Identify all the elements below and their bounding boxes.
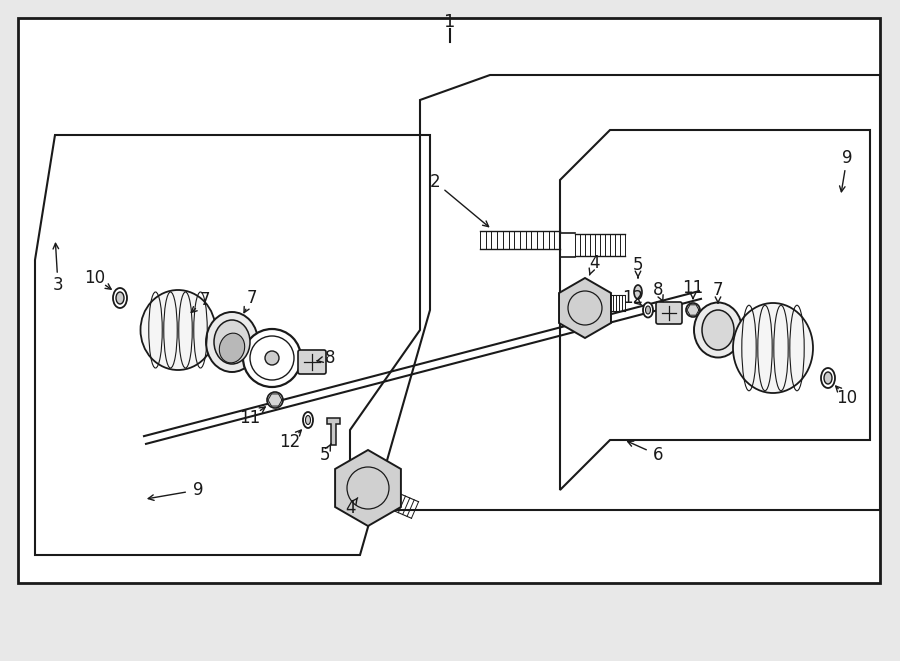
Text: 7: 7 xyxy=(713,281,724,299)
Polygon shape xyxy=(559,278,611,338)
Text: 12: 12 xyxy=(623,289,644,307)
Text: 5: 5 xyxy=(633,256,643,274)
Text: 5: 5 xyxy=(320,446,330,464)
Ellipse shape xyxy=(634,285,642,299)
FancyBboxPatch shape xyxy=(298,350,326,374)
Text: 10: 10 xyxy=(85,269,105,287)
Text: 1: 1 xyxy=(445,13,455,31)
Ellipse shape xyxy=(824,372,832,384)
Text: 3: 3 xyxy=(53,276,63,294)
Text: 7: 7 xyxy=(247,289,257,307)
Bar xyxy=(18,18,880,583)
Ellipse shape xyxy=(214,320,250,364)
Ellipse shape xyxy=(645,306,651,314)
Text: 8: 8 xyxy=(652,281,663,299)
Ellipse shape xyxy=(694,303,742,358)
Text: 2: 2 xyxy=(429,173,440,191)
Ellipse shape xyxy=(206,312,258,372)
Ellipse shape xyxy=(265,351,279,365)
Text: 12: 12 xyxy=(279,433,301,451)
Ellipse shape xyxy=(113,288,127,308)
Polygon shape xyxy=(335,450,400,526)
Ellipse shape xyxy=(243,329,301,387)
Ellipse shape xyxy=(303,412,313,428)
Ellipse shape xyxy=(733,303,813,393)
Text: 9: 9 xyxy=(193,481,203,499)
Ellipse shape xyxy=(116,292,124,304)
Ellipse shape xyxy=(686,303,700,317)
Ellipse shape xyxy=(267,392,283,408)
Text: 6: 6 xyxy=(652,446,663,464)
Text: 4: 4 xyxy=(345,499,356,517)
Polygon shape xyxy=(327,418,340,445)
FancyBboxPatch shape xyxy=(656,302,682,324)
Ellipse shape xyxy=(140,290,215,370)
Ellipse shape xyxy=(220,333,245,363)
Ellipse shape xyxy=(305,416,310,424)
Text: 11: 11 xyxy=(682,279,704,297)
Text: 9: 9 xyxy=(842,149,852,167)
Text: 11: 11 xyxy=(239,409,261,427)
Text: 7: 7 xyxy=(200,291,211,309)
Ellipse shape xyxy=(643,303,653,317)
Text: 10: 10 xyxy=(836,389,858,407)
Ellipse shape xyxy=(821,368,835,388)
Text: 4: 4 xyxy=(589,254,599,272)
Ellipse shape xyxy=(702,310,734,350)
Text: 8: 8 xyxy=(325,349,335,367)
